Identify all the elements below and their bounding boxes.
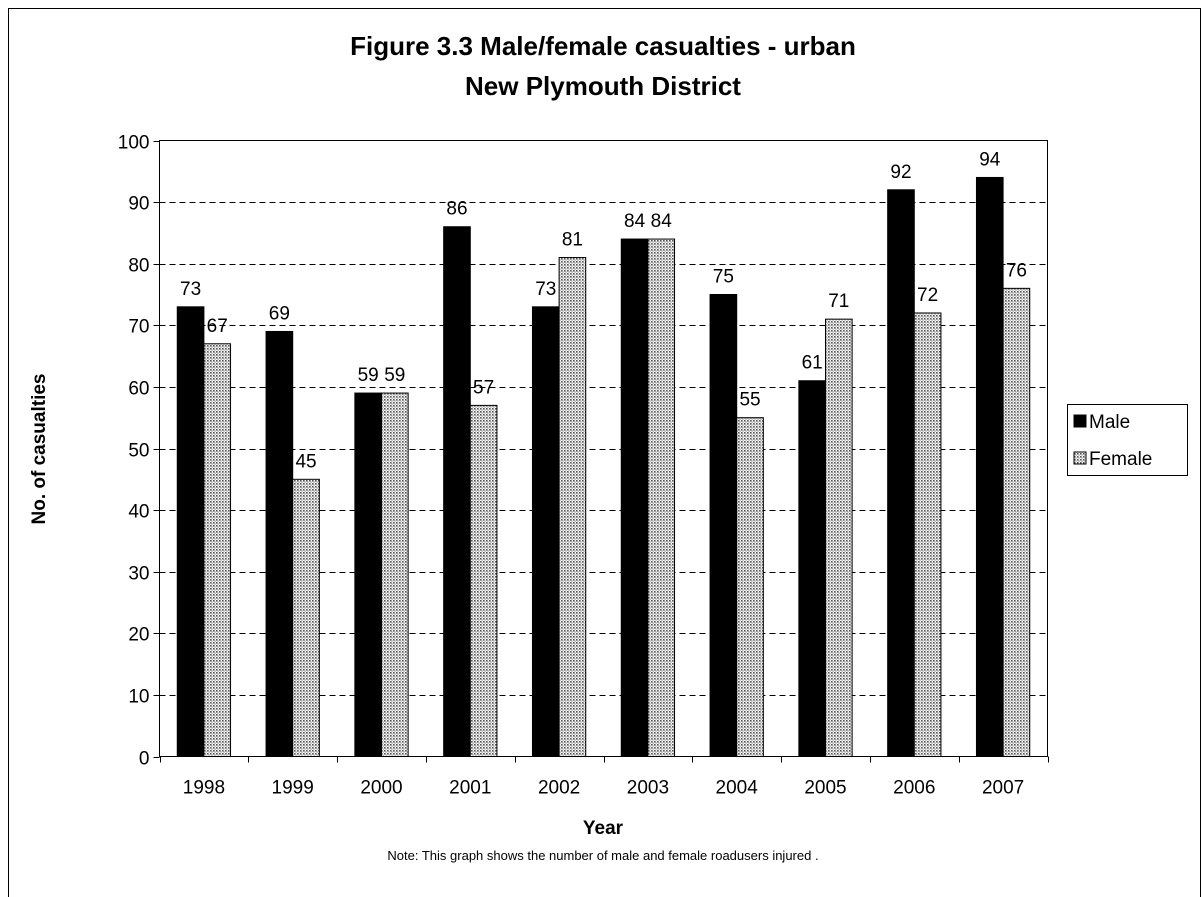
- bar-male-2004: [709, 294, 738, 757]
- bar-female-2002: [558, 257, 587, 757]
- data-label-male: 73: [180, 279, 201, 300]
- bar-female-2000: [381, 392, 409, 757]
- data-label-female: 55: [739, 390, 760, 411]
- bar-female-2003: [647, 238, 676, 757]
- data-label-female: 45: [295, 451, 316, 472]
- chart-title: Figure 3.3 Male/female casualties - urba…: [350, 31, 856, 61]
- data-label-male: 94: [979, 149, 1001, 170]
- x-tick-label: 2004: [716, 778, 759, 799]
- legend: Male Female: [1067, 404, 1188, 476]
- data-label-male: 69: [269, 303, 290, 324]
- bar-male-2006: [887, 189, 915, 757]
- legend-label-female: Female: [1089, 449, 1152, 470]
- data-label-male: 59: [358, 365, 379, 386]
- legend-swatch-male: [1073, 414, 1087, 428]
- y-tick-label: 60: [128, 379, 149, 400]
- y-tick-label: 70: [128, 317, 149, 338]
- data-label-female: 72: [917, 285, 938, 306]
- data-label-male: 75: [713, 267, 734, 288]
- data-label-male: 84: [624, 211, 646, 232]
- chart-subtitle: New Plymouth District: [465, 71, 741, 101]
- x-tick-label: 1999: [272, 778, 314, 799]
- bar-female-1999: [292, 478, 320, 757]
- bar-male-1998: [176, 306, 205, 757]
- data-labels: 73 69 59 86 73 84 75 61 92 94 67 45 59 57 81 84 55 71 72 76: [180, 149, 1027, 472]
- x-axis: 1998 1999 2000 2001 2002 2003 2004 2005 2006 2007: [160, 756, 1049, 799]
- x-tick-label: 2003: [627, 778, 669, 799]
- y-tick-label: 40: [128, 502, 149, 523]
- data-label-female: 59: [384, 365, 405, 386]
- bar-female-2001: [469, 404, 498, 757]
- bar-male-2005: [798, 380, 826, 757]
- bar-female-2006: [913, 312, 942, 757]
- y-tick-label: 100: [118, 133, 150, 154]
- data-label-male: 61: [802, 353, 823, 374]
- y-tick-label: 50: [128, 441, 149, 462]
- data-label-male: 86: [446, 199, 467, 220]
- data-label-female: 57: [473, 377, 494, 398]
- data-label-female: 67: [207, 316, 228, 337]
- x-tick-label: 2006: [893, 778, 935, 799]
- legend-swatch-female: [1073, 451, 1087, 465]
- data-label-female: 71: [828, 291, 849, 312]
- chart-note: Note: This graph shows the number of mal…: [387, 848, 818, 863]
- data-label-female: 76: [1006, 260, 1027, 281]
- legend-label-male: Male: [1089, 412, 1130, 433]
- x-axis-title: Year: [583, 818, 624, 839]
- y-tick-label: 80: [128, 256, 149, 277]
- y-tick-label: 0: [139, 749, 150, 770]
- bar-male-2007: [975, 176, 1004, 757]
- y-tick-label: 20: [128, 625, 149, 646]
- bar-female-2004: [736, 417, 764, 757]
- y-axis: 0 10 20 30 40 50 60 70 80 90 100: [118, 133, 160, 770]
- legend-box: [1067, 404, 1188, 476]
- data-label-male: 73: [535, 279, 556, 300]
- bar-male-1999: [265, 330, 294, 757]
- bar-male-2001: [443, 226, 471, 758]
- data-label-female: 81: [562, 230, 583, 251]
- x-tick-label: 1998: [183, 778, 225, 799]
- bars: [176, 176, 1031, 758]
- y-tick-label: 30: [128, 564, 149, 585]
- bar-male-2000: [354, 392, 382, 757]
- x-tick-label: 2001: [449, 778, 491, 799]
- data-label-male: 92: [890, 162, 911, 183]
- bar-male-2003: [620, 238, 649, 757]
- bar-female-2005: [825, 318, 853, 757]
- bar-female-1998: [203, 343, 232, 757]
- y-tick-label: 10: [128, 687, 149, 708]
- bar-male-2002: [531, 306, 560, 757]
- x-tick-label: 2000: [360, 778, 402, 799]
- bar-female-2007: [1002, 287, 1031, 757]
- x-tick-label: 2005: [804, 778, 846, 799]
- x-tick-label: 2007: [982, 778, 1024, 799]
- outer-border: [8, 8, 1201, 897]
- y-tick-label: 90: [128, 194, 149, 215]
- x-tick-label: 2002: [538, 778, 580, 799]
- data-label-female: 84: [651, 211, 673, 232]
- y-axis-title: No. of casualties: [29, 374, 50, 525]
